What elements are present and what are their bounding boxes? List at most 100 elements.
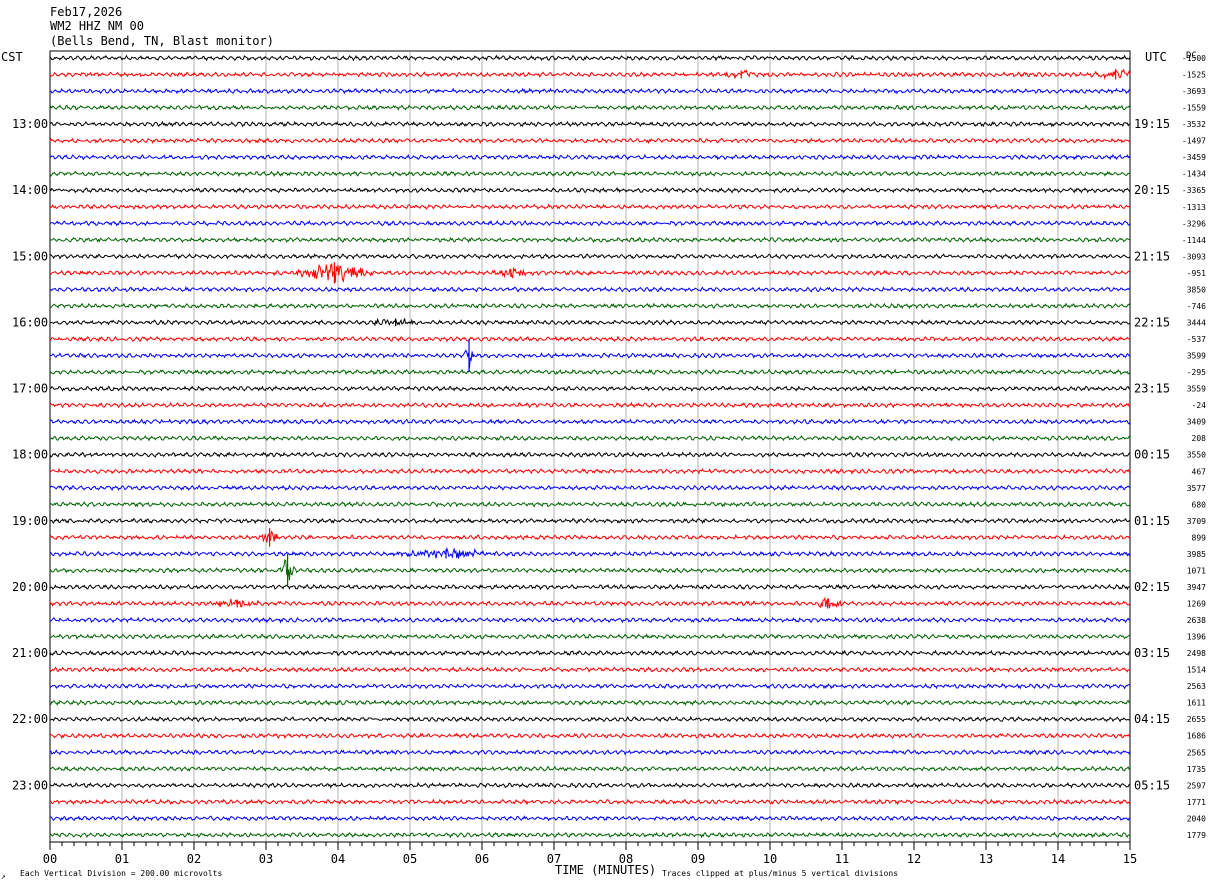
right-time-label: 19:15 <box>1134 117 1170 131</box>
dc-offset-label: 2563 <box>1187 682 1206 691</box>
dc-offset-label: -1144 <box>1182 236 1206 245</box>
seismic-trace <box>49 682 1131 690</box>
dc-offset-label: -24 <box>1192 401 1207 410</box>
seismic-trace <box>49 302 1131 310</box>
x-tick-label: 04 <box>331 852 345 866</box>
x-axis-label: TIME (MINUTES) <box>555 863 656 877</box>
x-tick-label: 13 <box>979 852 993 866</box>
dc-offset-label: -1313 <box>1182 203 1206 212</box>
right-time-labels: 19:15 20:15 21:15 22:15 23:15 00:15 01:15 02:15… <box>1134 117 1170 792</box>
dc-offset-label: -1559 <box>1182 104 1206 113</box>
seismic-trace <box>49 170 1131 178</box>
seismic-trace <box>49 286 1131 293</box>
left-time-label: 15:00 <box>12 249 48 263</box>
seismic-trace <box>49 831 1131 839</box>
left-time-label: 16:00 <box>12 315 48 329</box>
seismic-trace <box>49 467 1131 475</box>
seismic-trace <box>49 401 1131 409</box>
x-tick-label: 10 <box>763 852 777 866</box>
header-station: WM2 HHZ NM 00 <box>50 19 144 33</box>
dc-offset-label: 2498 <box>1187 649 1206 658</box>
dc-offset-label: 3599 <box>1187 352 1206 361</box>
x-tick-label: 03 <box>259 852 273 866</box>
dc-offset-label: 3550 <box>1187 451 1206 460</box>
seismic-trace <box>49 666 1131 673</box>
seismic-trace <box>49 500 1131 508</box>
dc-offset-label: 1611 <box>1187 699 1206 708</box>
event-group <box>236 69 1117 609</box>
x-tick-label: 11 <box>835 852 849 866</box>
seismic-trace <box>49 186 1131 194</box>
x-tick-label: 02 <box>187 852 201 866</box>
left-time-label: 21:00 <box>12 646 48 660</box>
dc-offset-label: 2597 <box>1187 781 1206 790</box>
right-time-label: 22:15 <box>1134 315 1170 329</box>
footer-scale-note: Each Vertical Division = 200.00 microvol… <box>20 869 222 878</box>
dc-offset-label: -746 <box>1187 302 1206 311</box>
right-time-label: 23:15 <box>1134 382 1170 396</box>
dc-offset-label: 3444 <box>1187 318 1206 327</box>
seismic-trace <box>49 54 1131 62</box>
seismic-trace <box>49 559 1131 581</box>
dc-offset-label: 3850 <box>1187 285 1206 294</box>
dc-offset-label: -1525 <box>1182 71 1206 80</box>
dc-offset-label: -1434 <box>1182 170 1206 179</box>
seismic-trace <box>49 335 1131 343</box>
x-tick-label: 01 <box>115 852 129 866</box>
dc-offset-label: 1686 <box>1187 732 1206 741</box>
left-time-label: 17:00 <box>12 382 48 396</box>
x-tick-label: 05 <box>403 852 417 866</box>
seismic-trace <box>49 68 1131 81</box>
seismic-trace <box>49 649 1131 657</box>
left-time-label: 18:00 <box>12 448 48 462</box>
dc-offset-label: 1771 <box>1187 798 1206 807</box>
x-tick-label: 14 <box>1051 852 1065 866</box>
plot-frame <box>49 50 1131 843</box>
dc-offset-label: 3559 <box>1187 385 1206 394</box>
seismic-trace <box>49 317 1131 327</box>
left-time-labels: 13:00 14:00 15:00 16:00 17:00 18:00 19:00 20:00… <box>12 117 48 792</box>
right-time-label: 21:15 <box>1134 249 1170 263</box>
seismic-trace <box>49 120 1131 128</box>
seismic-trace <box>49 798 1131 806</box>
seismic-trace <box>49 546 1131 559</box>
x-tick-label: 09 <box>691 852 705 866</box>
seismic-trace <box>49 748 1131 756</box>
right-time-label: 01:15 <box>1134 514 1170 528</box>
dc-offset-label: 1514 <box>1187 666 1206 675</box>
dc-offset-label: 1779 <box>1187 831 1206 840</box>
seismic-trace <box>49 368 1131 376</box>
dc-offset-label: 1269 <box>1187 599 1206 608</box>
seismic-trace <box>49 153 1131 161</box>
x-tick-label: 06 <box>475 852 489 866</box>
x-tick-label: 08 <box>619 852 633 866</box>
dc-offset-label: 3985 <box>1187 550 1206 559</box>
seismic-trace <box>49 451 1131 458</box>
dc-offset-labels: -1500 -1525 -3693 -1559 -3532 -1497 -3459 -1434… <box>1182 54 1206 840</box>
seismic-trace <box>49 104 1131 111</box>
dc-offset-label: 3709 <box>1187 517 1206 526</box>
right-time-label: 00:15 <box>1134 448 1170 462</box>
seismic-trace <box>49 765 1131 773</box>
dc-offset-label: 467 <box>1192 467 1207 476</box>
seismic-trace <box>50 434 1131 442</box>
x-axis-ticks: 00 01 02 03 04 05 06 07 08 09 10 11 12 13 14 15 <box>43 842 1137 866</box>
dc-offset-label: -3093 <box>1182 252 1206 261</box>
right-timezone-label: UTC <box>1145 50 1167 64</box>
minute-gridlines <box>121 51 1059 842</box>
left-time-label: 14:00 <box>12 183 48 197</box>
seismic-trace <box>49 236 1131 244</box>
header-location: (Bells Bend, TN, Blast monitor) <box>50 34 274 48</box>
left-time-label: 20:00 <box>12 580 48 594</box>
dc-offset-label: 3947 <box>1187 583 1206 592</box>
seismic-trace <box>49 732 1131 740</box>
seismic-trace <box>49 633 1131 640</box>
seismic-trace <box>49 263 1131 283</box>
left-time-label: 19:00 <box>12 514 48 528</box>
seismic-trace <box>49 583 1131 591</box>
seismic-trace <box>49 715 1131 723</box>
dc-offset-label: -3693 <box>1182 87 1206 96</box>
dc-offset-label: -3365 <box>1182 186 1206 195</box>
seismic-trace <box>49 219 1131 227</box>
x-tick-label: 00 <box>43 852 57 866</box>
